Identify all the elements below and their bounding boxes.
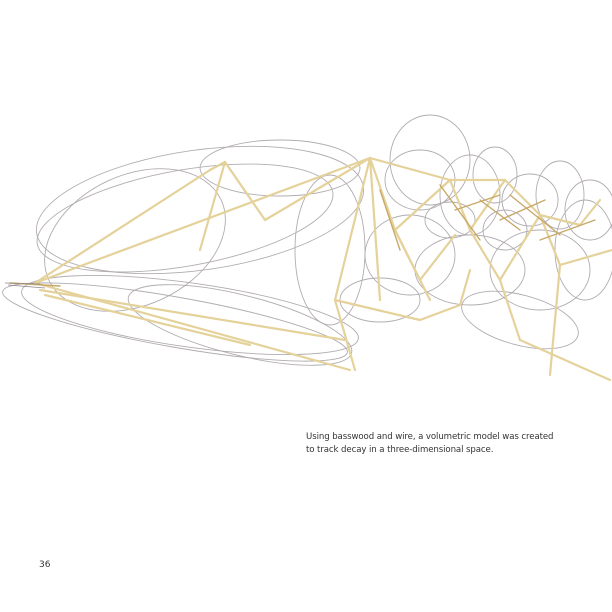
caption-line-2: to track decay in a three-dimensional sp… [306, 444, 494, 455]
figure-caption: Using basswood and wire, a volumetric mo… [306, 431, 596, 456]
model-illustration [2, 114, 612, 382]
basswood-wire-model-photo [0, 100, 612, 400]
caption-line-1: Using basswood and wire, a volumetric mo… [306, 432, 554, 442]
page-number: 36 [39, 560, 51, 570]
wire-tips [4, 282, 46, 289]
